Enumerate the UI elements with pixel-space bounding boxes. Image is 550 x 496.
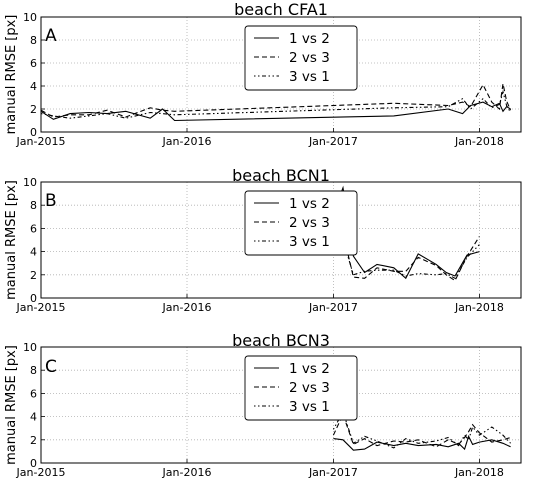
y-axis-label: manual RMSE [px] — [4, 15, 19, 135]
legend-label: 1 vs 2 — [289, 361, 330, 377]
legend-label: 2 vs 3 — [289, 380, 330, 396]
y-tick-label: 4 — [30, 246, 37, 259]
legend-box — [244, 355, 358, 421]
plot-frame — [40, 16, 522, 133]
x-tick-label: Jan-2018 — [454, 301, 504, 314]
x-tick-label: Jan-2017 — [308, 301, 358, 314]
y-tick-label: 10 — [23, 11, 37, 24]
legend-label: 1 vs 2 — [289, 31, 330, 47]
y-tick-label: 0 — [30, 457, 37, 470]
y-tick-label: 10 — [23, 341, 37, 354]
x-tick-label: Jan-2015 — [16, 135, 66, 148]
series-line-3 — [40, 89, 512, 119]
y-tick-label: 2 — [30, 434, 37, 447]
x-tick-label: Jan-2017 — [308, 135, 358, 148]
x-tick-label: Jan-2016 — [162, 301, 212, 314]
panel-title: beach BCN1 — [232, 166, 330, 185]
series-line-1 — [40, 101, 511, 122]
chart-legend: 1 vs 2 2 vs 3 3 vs 1 — [244, 25, 358, 91]
x-tick-label: Jan-2018 — [454, 135, 504, 148]
y-tick-label: 8 — [30, 364, 37, 377]
panel-label: C — [45, 357, 57, 377]
legend-label: 3 vs 1 — [289, 69, 330, 85]
y-tick-label: 4 — [30, 80, 37, 93]
chart-panel-a: 0 2 4 6 8 10 Jan-2015 Jan-2016 Jan-2017 Jan-2018 b… — [4, 0, 522, 148]
y-axis-label: manual RMSE [px] — [4, 345, 19, 465]
plot-frame — [40, 346, 522, 464]
legend-label: 2 vs 3 — [289, 50, 330, 66]
y-tick-label: 2 — [30, 269, 37, 282]
y-tick-label: 8 — [30, 199, 37, 212]
legend-box — [244, 190, 358, 256]
legend-label: 3 vs 1 — [289, 234, 330, 250]
panel-label: A — [45, 26, 57, 46]
legend-box — [244, 25, 358, 91]
chart-legend: 1 vs 2 2 vs 3 3 vs 1 — [244, 190, 358, 256]
y-tick-label: 4 — [30, 411, 37, 424]
x-tick-label: Jan-2015 — [16, 466, 66, 479]
plot-frame — [40, 181, 522, 299]
legend-label: 2 vs 3 — [289, 215, 330, 231]
legend-label: 3 vs 1 — [289, 399, 330, 415]
x-tick-label: Jan-2016 — [162, 466, 212, 479]
series-line-3 — [332, 410, 512, 449]
x-tick-label: Jan-2015 — [16, 301, 66, 314]
y-tick-label: 6 — [30, 222, 37, 235]
series-line-1 — [333, 434, 511, 451]
chart-panel-c: 0 2 4 6 8 10 Jan-2015 Jan-2016 Jan-2017 Jan-2018 b… — [4, 331, 522, 479]
x-tick-label: Jan-2018 — [454, 466, 504, 479]
y-tick-label: 0 — [30, 292, 37, 305]
x-tick-label: Jan-2016 — [162, 135, 212, 148]
series-line-1 — [332, 185, 480, 280]
panel-title: beach CFA1 — [234, 0, 328, 19]
x-tick-label: Jan-2017 — [308, 466, 358, 479]
legend-label: 1 vs 2 — [289, 196, 330, 212]
series-line-2 — [40, 83, 512, 118]
y-tick-label: 8 — [30, 34, 37, 47]
panel-label: B — [45, 191, 57, 211]
y-tick-label: 6 — [30, 387, 37, 400]
y-tick-label: 2 — [30, 103, 37, 116]
y-axis-label: manual RMSE [px] — [4, 180, 19, 300]
chart-panel-b: 0 2 4 6 8 10 Jan-2015 Jan-2016 Jan-2017 Jan-2018 b… — [4, 166, 522, 314]
series-line-3 — [332, 238, 480, 280]
y-tick-label: 0 — [30, 126, 37, 139]
y-tick-label: 10 — [23, 176, 37, 189]
series-line-2 — [332, 412, 511, 448]
y-tick-label: 6 — [30, 57, 37, 70]
chart-legend: 1 vs 2 2 vs 3 3 vs 1 — [244, 355, 358, 421]
panel-title: beach BCN3 — [232, 331, 330, 350]
